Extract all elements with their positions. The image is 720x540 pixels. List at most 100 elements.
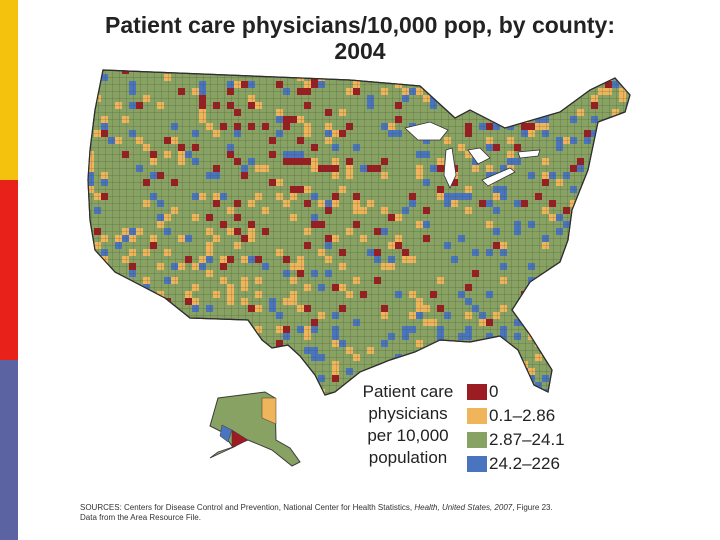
lake-ontario xyxy=(517,149,541,159)
county-cell xyxy=(500,354,507,361)
county-cell xyxy=(591,312,598,319)
county-cell xyxy=(227,354,234,361)
county-cell xyxy=(507,60,514,67)
county-cell xyxy=(80,109,87,116)
county-cell xyxy=(626,186,630,193)
county-cell xyxy=(500,116,507,123)
county-cell xyxy=(514,396,521,403)
county-cell xyxy=(549,333,556,340)
legend-swatch-0 xyxy=(467,384,487,400)
county-cell xyxy=(612,151,619,158)
county-cell xyxy=(633,249,640,256)
sidebar-yellow-segment xyxy=(0,0,18,180)
county-cell xyxy=(297,389,304,395)
county-cell xyxy=(612,263,619,270)
county-cell xyxy=(94,312,101,319)
county-cell xyxy=(276,368,283,375)
county-cell xyxy=(255,70,262,74)
alaska-county-red xyxy=(231,429,249,449)
county-cell xyxy=(290,70,297,74)
county-cell xyxy=(122,60,129,67)
county-cell xyxy=(549,60,556,67)
county-cell xyxy=(507,396,514,403)
county-cell xyxy=(549,305,556,312)
county-cell xyxy=(528,88,535,95)
county-cell xyxy=(129,389,136,395)
county-cell xyxy=(339,396,346,403)
county-cell xyxy=(591,396,598,403)
legend-title-line: physicians xyxy=(368,404,448,423)
county-cell xyxy=(493,361,500,368)
county-cell xyxy=(304,382,311,389)
county-cell xyxy=(556,333,563,340)
county-cell xyxy=(563,347,570,354)
county-cell xyxy=(458,354,465,361)
legend-swatch-1 xyxy=(467,408,487,424)
county-cell xyxy=(633,312,640,319)
county-cell xyxy=(570,389,577,395)
county-cell xyxy=(241,382,248,389)
county-cell xyxy=(437,88,444,95)
county-cell xyxy=(269,361,276,368)
title-line-2: 2004 xyxy=(334,38,386,64)
county-cell xyxy=(80,151,87,158)
county-cell xyxy=(528,70,535,74)
county-cell xyxy=(521,60,528,67)
contiguous-us-counties xyxy=(80,60,640,403)
county-cell xyxy=(535,298,542,305)
county-cell xyxy=(598,347,605,354)
county-cell xyxy=(556,291,563,298)
county-cell xyxy=(192,354,199,361)
county-cell xyxy=(136,347,143,354)
county-cell xyxy=(542,284,549,291)
county-cell xyxy=(276,396,283,403)
county-cell xyxy=(178,382,185,389)
county-cell xyxy=(437,354,444,361)
county-cell xyxy=(122,326,129,333)
county-cell xyxy=(248,347,255,354)
county-cell xyxy=(598,298,605,305)
county-cell xyxy=(507,102,514,109)
county-cell xyxy=(556,284,563,291)
county-cell xyxy=(619,228,626,235)
county-cell xyxy=(486,347,493,354)
county-cell xyxy=(409,60,416,67)
county-cell xyxy=(605,172,612,179)
county-cell xyxy=(626,319,630,326)
county-cell xyxy=(612,319,619,326)
county-cell xyxy=(88,242,94,249)
county-cell xyxy=(633,102,640,109)
lake-superior xyxy=(404,121,449,141)
county-cell xyxy=(88,256,94,263)
legend-title-line: per 10,000 xyxy=(367,426,449,445)
county-cell xyxy=(542,102,549,109)
county-cell xyxy=(493,109,500,116)
county-cell xyxy=(94,74,101,81)
county-cell xyxy=(612,200,619,207)
county-cell xyxy=(241,326,248,333)
county-cell xyxy=(598,214,605,221)
county-cell xyxy=(88,368,94,375)
county-cell xyxy=(318,396,325,403)
county-cell xyxy=(507,347,514,354)
county-cell xyxy=(108,354,115,361)
county-cell xyxy=(535,389,542,395)
county-cell xyxy=(619,312,626,319)
county-cell xyxy=(577,340,584,347)
county-cell xyxy=(633,242,640,249)
county-cell xyxy=(619,368,626,375)
county-cell xyxy=(577,221,584,228)
county-cell xyxy=(591,172,598,179)
county-cell xyxy=(626,165,630,172)
county-cell xyxy=(199,382,206,389)
county-cell xyxy=(619,70,626,74)
county-cell xyxy=(248,333,255,340)
county-cell xyxy=(129,319,136,326)
county-cell xyxy=(591,368,598,375)
county-cell xyxy=(577,256,584,263)
county-cell xyxy=(486,361,493,368)
county-cell xyxy=(577,235,584,242)
county-cell xyxy=(591,354,598,361)
county-cell xyxy=(619,291,626,298)
county-cell xyxy=(598,130,605,137)
